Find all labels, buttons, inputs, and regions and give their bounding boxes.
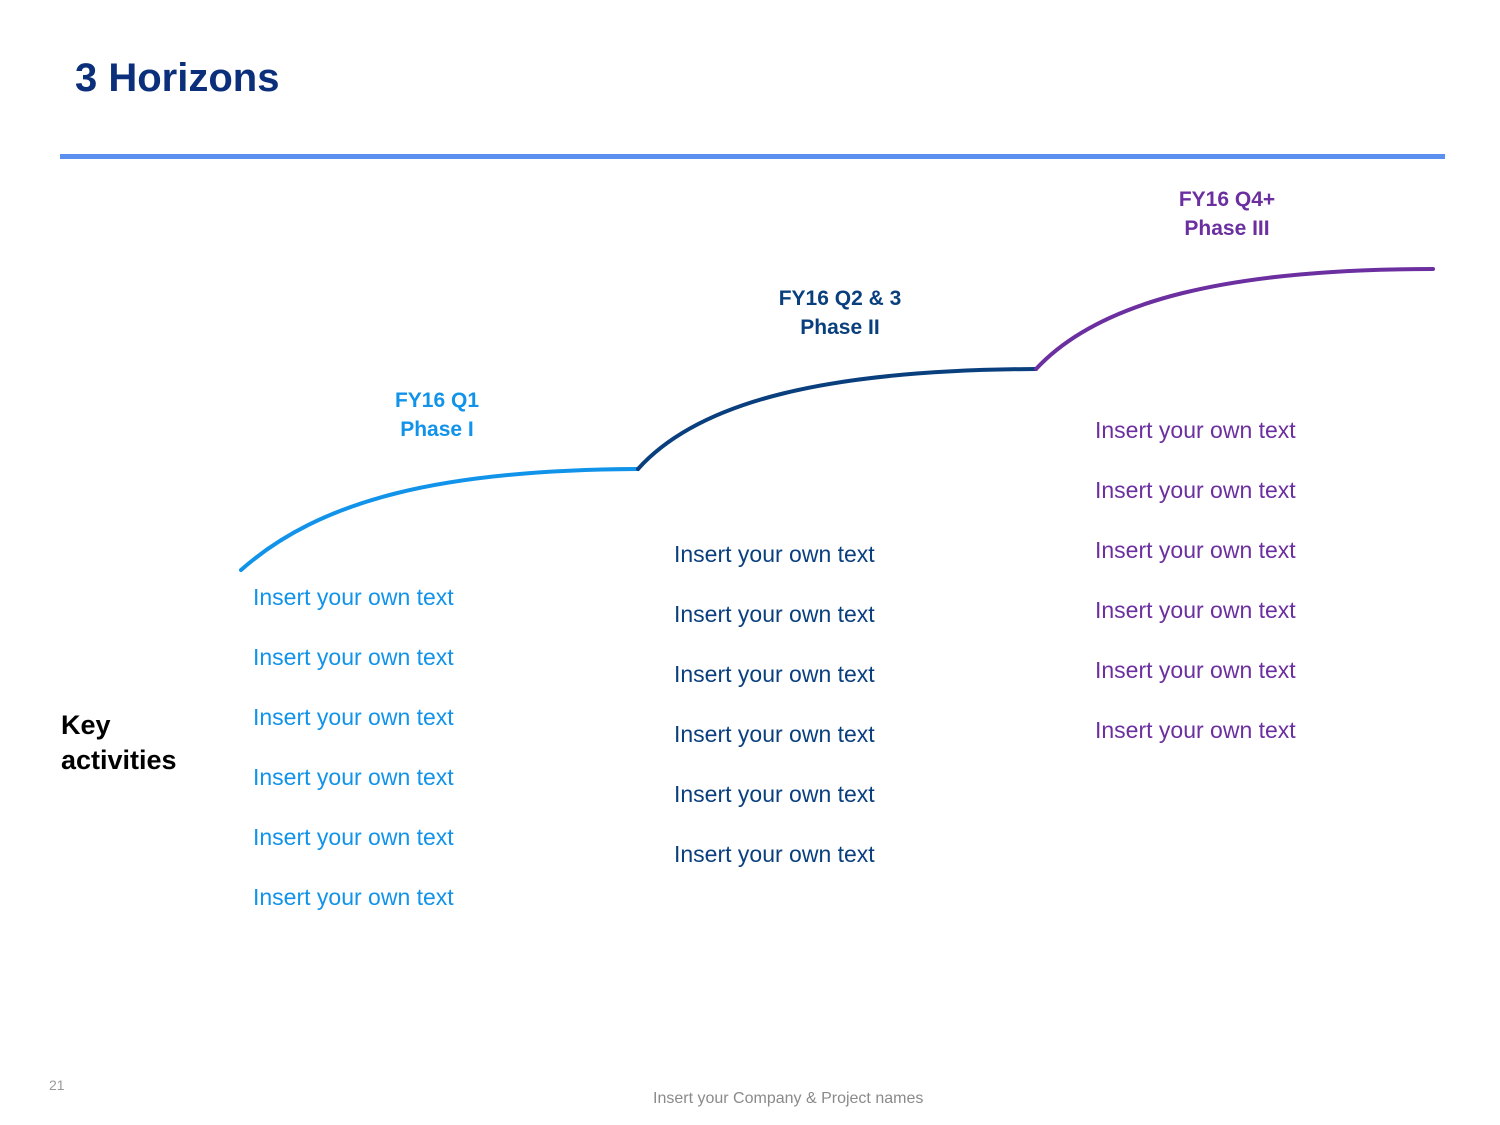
- list-item: Insert your own text: [674, 841, 875, 867]
- list-item: Insert your own text: [253, 764, 454, 790]
- key-activities-label: Key activities: [61, 708, 177, 778]
- list-item: Insert your own text: [253, 584, 454, 610]
- phase-label-3: FY16 Q4+ Phase III: [1107, 185, 1347, 243]
- list-item: Insert your own text: [674, 721, 875, 747]
- phase-period: FY16 Q2 & 3: [778, 287, 902, 310]
- phase-1-activities: Insert your own text Insert your own tex…: [253, 582, 454, 942]
- list-item: Insert your own text: [674, 541, 875, 567]
- list-item: Insert your own text: [674, 601, 875, 627]
- title-divider: [60, 154, 1445, 159]
- page-title: 3 Horizons: [75, 56, 280, 100]
- list-item: Insert your own text: [1095, 717, 1296, 743]
- list-item: Insert your own text: [1095, 537, 1296, 563]
- list-item: Insert your own text: [253, 884, 454, 910]
- key-activities-line-1: Key: [61, 710, 111, 740]
- list-item: Insert your own text: [1095, 417, 1296, 443]
- horizon-curve-1: [239, 467, 640, 572]
- list-item: Insert your own text: [1095, 597, 1296, 623]
- horizon-curve-3: [1034, 267, 1435, 371]
- phase-label-2: FY16 Q2 & 3 Phase II: [720, 284, 960, 342]
- phase-name: Phase III: [1184, 217, 1270, 240]
- phase-period: FY16 Q4+: [1178, 188, 1276, 211]
- phase-name: Phase I: [400, 418, 474, 441]
- phase-3-activities: Insert your own text Insert your own tex…: [1095, 415, 1296, 775]
- phase-2-activities: Insert your own text Insert your own tex…: [674, 539, 875, 899]
- list-item: Insert your own text: [674, 781, 875, 807]
- list-item: Insert your own text: [674, 661, 875, 687]
- phase-label-1: FY16 Q1 Phase I: [317, 386, 557, 444]
- horizon-curve-2: [636, 367, 1038, 471]
- list-item: Insert your own text: [253, 644, 454, 670]
- footer-text: Insert your Company & Project names: [653, 1090, 924, 1107]
- list-item: Insert your own text: [1095, 477, 1296, 503]
- phase-period: FY16 Q1: [394, 389, 480, 412]
- list-item: Insert your own text: [253, 824, 454, 850]
- list-item: Insert your own text: [1095, 657, 1296, 683]
- list-item: Insert your own text: [253, 704, 454, 730]
- phase-name: Phase II: [800, 316, 880, 339]
- page-number: 21: [49, 1077, 65, 1093]
- key-activities-line-2: activities: [61, 745, 177, 775]
